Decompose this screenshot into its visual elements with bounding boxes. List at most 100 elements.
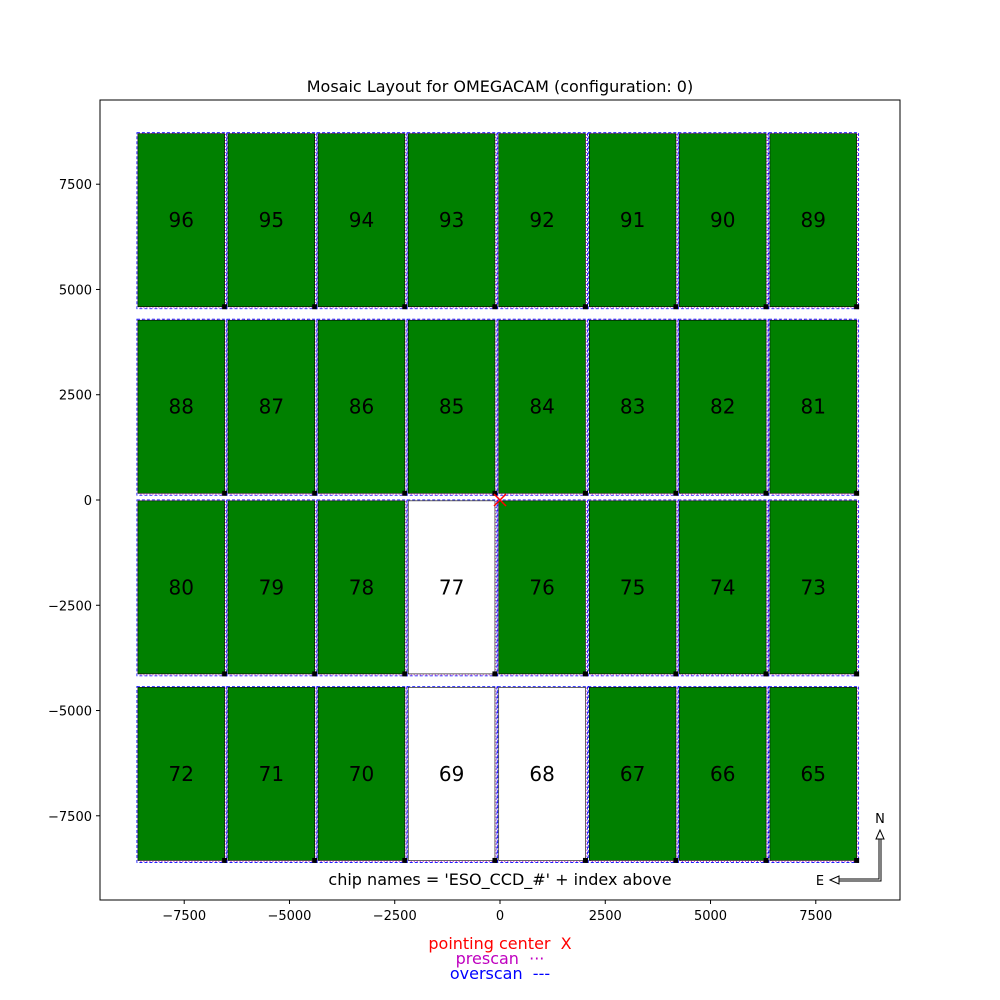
- legend-pointing-center: pointing center X: [300, 936, 700, 952]
- chip-index-label: 93: [439, 208, 464, 232]
- x-tick-label: −7500: [162, 909, 206, 924]
- chip-origin-marker: [492, 490, 498, 496]
- x-tick-label: 2500: [589, 909, 622, 924]
- ccd-chip: 74: [677, 499, 769, 677]
- chip-body: [137, 133, 225, 308]
- chip-index-label: 83: [620, 395, 645, 419]
- chip-origin-marker: [402, 304, 408, 310]
- ccd-chip: 83: [587, 318, 679, 496]
- chip-index-label: 65: [801, 762, 826, 786]
- ccd-chip: 80: [136, 499, 228, 677]
- chip-index-label: 84: [529, 395, 554, 419]
- chip-origin-marker: [312, 857, 318, 863]
- chip-body: [588, 133, 677, 308]
- ccd-chip: 82: [677, 318, 769, 496]
- y-tick-label: −5000: [48, 705, 92, 720]
- chip-index-label: 81: [801, 395, 826, 419]
- chip-body: [227, 687, 316, 861]
- overscan-outline: [768, 685, 860, 863]
- chip-index-label: 76: [529, 575, 554, 599]
- chip-body: [679, 500, 767, 675]
- chip-origin-marker: [222, 671, 228, 677]
- chip-body: [769, 500, 857, 675]
- chip-body: [407, 319, 496, 494]
- ccd-chip: 70: [316, 685, 408, 863]
- chip-origin-marker: [582, 857, 588, 863]
- ccd-chip: 65: [768, 685, 860, 863]
- chip-origin-marker: [222, 304, 228, 310]
- overscan-outline: [226, 685, 318, 863]
- overscan-outline: [677, 318, 769, 496]
- east-arrowhead: [828, 875, 840, 885]
- overscan-outline: [677, 499, 769, 677]
- overscan-outline: [497, 132, 588, 310]
- chip-index-label: 96: [169, 208, 194, 232]
- overscan-outline: [587, 499, 679, 677]
- chip-body: [679, 319, 767, 494]
- chip-origin-marker: [492, 857, 498, 863]
- chip-body: [227, 500, 316, 675]
- overscan-outline: [768, 132, 860, 310]
- chip-body: [137, 687, 225, 861]
- axis-ticks: −7500 −5000 −2500 0 2500 5000 7500 −7500 −5000 −2…: [48, 178, 832, 924]
- overscan-outline: [316, 499, 408, 677]
- ccd-chip: 76: [497, 499, 588, 677]
- x-tick-label: −5000: [267, 909, 311, 924]
- overscan-outline: [136, 685, 228, 863]
- chip-origin-marker: [582, 490, 588, 496]
- ccd-chip: 91: [587, 132, 679, 310]
- chip-name-annotation: chip names = 'ESO_CCD_#' + index above: [328, 870, 671, 890]
- chip-index-label: 67: [620, 762, 645, 786]
- chip-index-label: 75: [620, 575, 645, 599]
- chip-index-label: 78: [349, 575, 374, 599]
- ccd-chip: 95: [226, 132, 318, 310]
- ccd-chip: 87: [226, 318, 318, 496]
- chip-origin-marker: [402, 671, 408, 677]
- chip-origin-marker: [763, 857, 769, 863]
- chip-origin-marker: [492, 304, 498, 310]
- ccd-chip: 92: [497, 132, 588, 310]
- chip-origin-marker: [222, 490, 228, 496]
- ccd-chip: 79: [226, 499, 318, 677]
- chip-origin-marker: [492, 671, 498, 677]
- legend-prescan: prescan ···: [300, 951, 700, 967]
- ccd-chip: 71: [226, 685, 318, 863]
- chip-index-label: 73: [801, 575, 826, 599]
- chip-origin-marker: [222, 857, 228, 863]
- chip-origin-marker: [312, 490, 318, 496]
- ccd-chip: 69: [406, 685, 498, 863]
- ccd-chip: 67: [587, 685, 679, 863]
- overscan-outline: [768, 318, 860, 496]
- chip-body: [679, 133, 767, 308]
- ccd-chip: 75: [587, 499, 679, 677]
- pointing-center-marker: [493, 493, 507, 507]
- ccd-chip: 72: [136, 685, 228, 863]
- chip-origin-marker: [673, 671, 679, 677]
- chip-body: [588, 500, 677, 675]
- y-tick-label: 2500: [59, 389, 92, 404]
- chips-layer: 96 95 94 93 92 91 90 89 88 87 86 85 84 83 82 81 80 79 78 77…: [136, 132, 860, 863]
- chip-body: [498, 319, 586, 494]
- chip-index-label: 91: [620, 208, 645, 232]
- chip-index-label: 82: [710, 395, 735, 419]
- legend-label: overscan: [449, 964, 523, 983]
- overscan-outline: [406, 132, 498, 310]
- chip-index-label: 89: [801, 208, 826, 232]
- chip-index-label: 70: [349, 762, 374, 786]
- ccd-chip: 90: [677, 132, 769, 310]
- legend-symbol: ---: [532, 964, 551, 983]
- chip-index-label: 88: [169, 395, 194, 419]
- overscan-outline: [136, 499, 228, 677]
- ccd-chip: 85: [406, 318, 498, 496]
- ccd-chip: 66: [677, 685, 769, 863]
- chip-origin-marker: [854, 857, 860, 863]
- chip-body: [317, 319, 406, 494]
- y-tick-label: 7500: [59, 178, 92, 193]
- x-tick-label: −2500: [373, 909, 417, 924]
- ccd-chip: 86: [316, 318, 408, 496]
- chip-index-label: 86: [349, 395, 374, 419]
- chip-body: [769, 133, 857, 308]
- pointing-center-stroke: [493, 493, 507, 507]
- ccd-chip: 93: [406, 132, 498, 310]
